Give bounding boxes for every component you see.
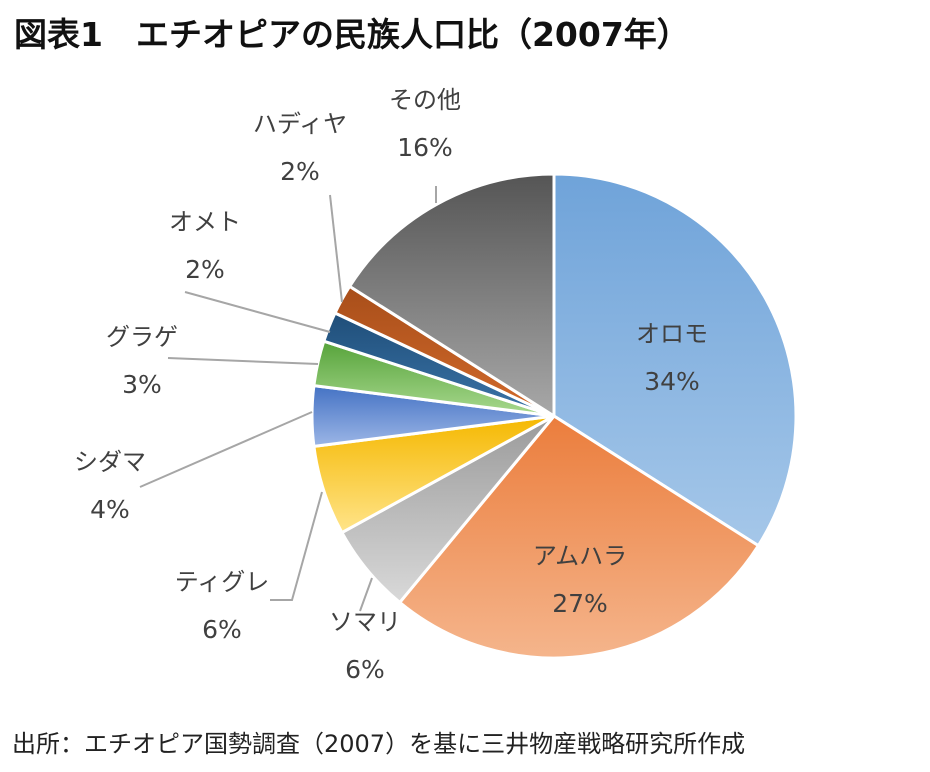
slice-name-label-somali: ソマリ — [329, 608, 401, 636]
slice-name-label-oromo: オロモ — [636, 320, 708, 348]
slice-name-label-amhara: アムハラ — [533, 542, 627, 570]
slice-percent-label-somali: 6% — [345, 655, 385, 684]
slice-name-label-hadiya: ハディヤ — [253, 110, 347, 138]
source-note: 出所：エチオピア国勢調査（2007）を基に三井物産戦略研究所作成 — [12, 730, 746, 758]
slice-percent-label-other: 16% — [397, 133, 453, 162]
pie-chart: オロモ 34% アムハラ 27% ソマリ 6% ティグレ 6% シダマ 4% グラゲ 3% オメト 2% ハ… — [74, 86, 798, 684]
leader-line-hadiya — [329, 194, 343, 303]
slice-name-label-other: その他 — [389, 86, 461, 114]
leader-line-tigray — [270, 491, 323, 601]
pie-slice-amhara — [398, 414, 760, 660]
slice-name-label-tigray: ティグレ — [175, 568, 270, 596]
leader-line-somali — [359, 577, 373, 612]
slice-name-label-gurage: グラゲ — [106, 323, 178, 351]
leader-line-ometo — [184, 291, 331, 333]
slice-percent-label-amhara: 27% — [552, 589, 608, 618]
slice-percent-label-ometo: 2% — [185, 255, 225, 284]
slice-name-label-ometo: オメト — [169, 208, 241, 236]
slice-percent-label-sidama: 4% — [90, 495, 130, 524]
chart-title: 図表1 エチオピアの民族人口比（2007年） — [14, 15, 690, 54]
slice-percent-label-oromo: 34% — [644, 367, 700, 396]
slice-percent-label-tigray: 6% — [202, 615, 242, 644]
slice-percent-label-hadiya: 2% — [280, 157, 320, 186]
leader-line-gurage — [167, 357, 319, 365]
slice-name-label-sidama: シダマ — [74, 448, 146, 476]
pie-slice-other — [348, 172, 556, 418]
slice-percent-label-gurage: 3% — [122, 370, 162, 399]
leader-line-sidama — [139, 411, 313, 488]
